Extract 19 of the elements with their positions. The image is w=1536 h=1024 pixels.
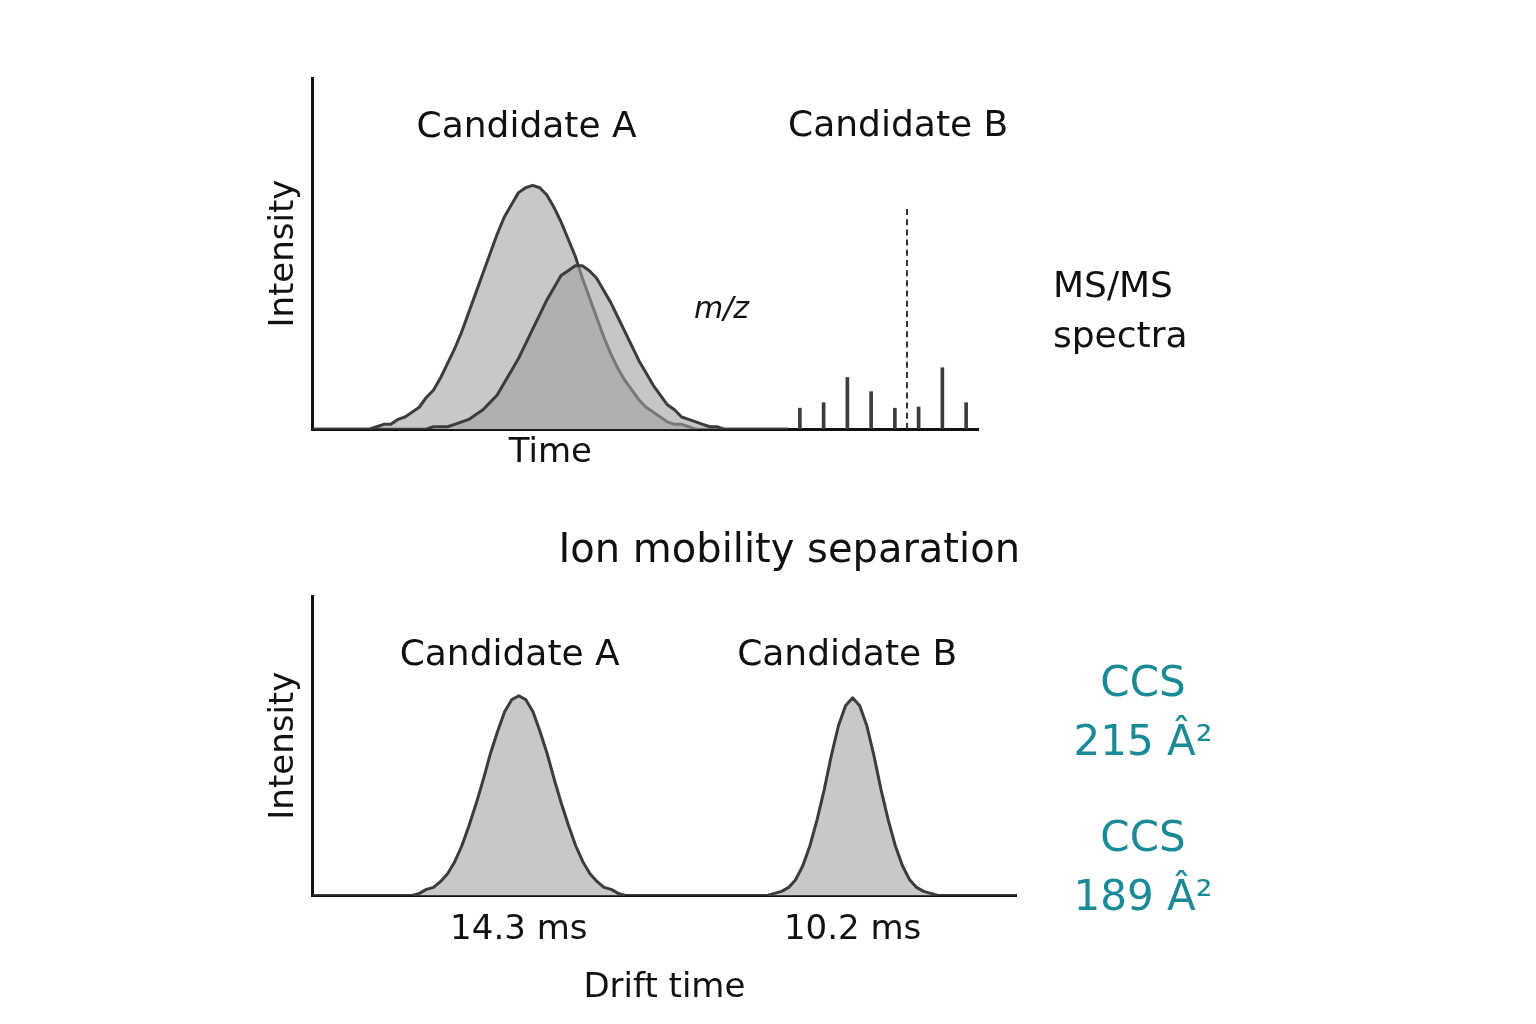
bar: [869, 391, 873, 429]
annotation: m/z: [693, 289, 751, 325]
text: Candidate B: [737, 632, 958, 674]
text: CCS 215 Â²: [1072, 656, 1214, 767]
x-axis-title: Time: [507, 430, 593, 471]
y-axis-title: Intensity: [261, 671, 302, 820]
x-tick-label: 14.3 ms: [450, 906, 588, 947]
bar: [964, 402, 968, 429]
bar: [798, 407, 802, 429]
chart-title: Ion mobility separation: [558, 525, 1020, 572]
y-axis-title: Intensity: [261, 179, 302, 328]
text: Candidate B: [788, 103, 1009, 145]
x-tick-label: 10.2 ms: [783, 906, 922, 947]
x-axis-title: Drift time: [583, 965, 746, 1006]
text: Candidate A: [416, 103, 638, 145]
text: MS/MS spectra: [1053, 263, 1189, 358]
text: Candidate A: [399, 632, 621, 674]
text: CCS 189 Â²: [1072, 811, 1214, 922]
bar: [893, 407, 897, 429]
